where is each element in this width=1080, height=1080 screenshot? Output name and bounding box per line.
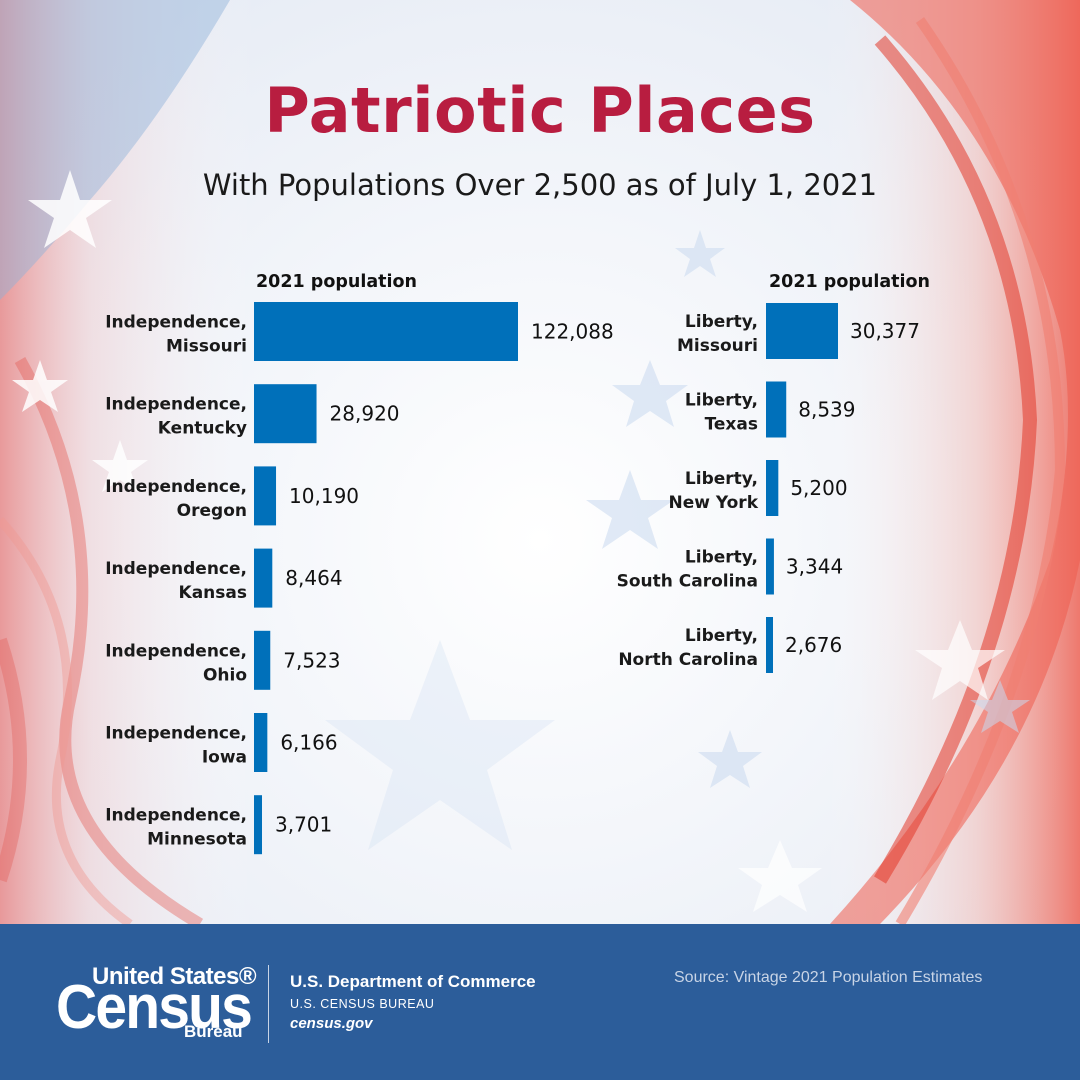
- bar: [766, 303, 838, 359]
- liberty-bar-chart: 2021 population Liberty, Missouri 30,377 Lib…: [617, 272, 930, 673]
- bar: [766, 381, 787, 438]
- category-label: Independence,: [105, 313, 247, 333]
- bar: [254, 384, 317, 444]
- department-name: U.S. Department of Commerce: [290, 972, 536, 991]
- bar: [766, 538, 774, 595]
- footer-bar: [0, 924, 1080, 1080]
- category-label: Independence,: [105, 395, 247, 415]
- bar: [766, 460, 779, 516]
- logo-line-united-states: United States®: [92, 963, 257, 990]
- category-label: North Carolina: [618, 650, 758, 670]
- category-label: Liberty,: [685, 312, 758, 332]
- category-label: Independence,: [105, 724, 247, 744]
- source-note: Source: Vintage 2021 Population Estimate…: [674, 969, 983, 986]
- category-label: Liberty,: [685, 469, 758, 489]
- logo-line-census: Census: [56, 973, 253, 1042]
- column-header: 2021 population: [256, 272, 417, 292]
- category-label: Liberty,: [685, 391, 758, 411]
- value-label: 10,190: [289, 484, 359, 508]
- independence-bar-chart: 2021 population Independence, Missouri 122,…: [105, 272, 614, 855]
- category-label: Independence,: [105, 806, 247, 826]
- category-label: New York: [669, 493, 759, 513]
- category-label: Iowa: [202, 748, 247, 768]
- category-label: Independence,: [105, 641, 247, 661]
- category-label: Kansas: [179, 583, 247, 603]
- value-label: 3,701: [275, 813, 332, 837]
- bar: [254, 302, 518, 361]
- bureau-name: U.S. CENSUS BUREAU: [290, 997, 435, 1011]
- value-label: 5,200: [790, 476, 847, 500]
- value-label: 3,344: [786, 555, 843, 579]
- chart-title: Patriotic Places: [264, 74, 816, 147]
- bar: [254, 548, 273, 608]
- category-label: Minnesota: [147, 830, 247, 850]
- category-label: Independence,: [105, 559, 247, 579]
- category-label: Texas: [705, 415, 758, 435]
- bar: [766, 617, 773, 673]
- category-label: Independence,: [105, 477, 247, 497]
- category-label: Oregon: [177, 501, 247, 521]
- category-label: South Carolina: [617, 572, 758, 592]
- footer-divider: [268, 965, 269, 1043]
- value-label: 28,920: [330, 402, 400, 426]
- bar: [254, 630, 271, 690]
- bar: [254, 713, 268, 772]
- column-header: 2021 population: [769, 272, 930, 292]
- logo-line-bureau: Bureau: [184, 1022, 243, 1041]
- category-label: Liberty,: [685, 626, 758, 646]
- category-label: Kentucky: [158, 419, 247, 439]
- value-label: 6,166: [280, 731, 337, 755]
- value-label: 30,377: [850, 319, 920, 343]
- category-label: Missouri: [677, 336, 758, 356]
- chart-subtitle: With Populations Over 2,500 as of July 1…: [202, 168, 878, 202]
- website-link[interactable]: census.gov: [290, 1015, 373, 1032]
- value-label: 8,464: [285, 566, 342, 590]
- value-label: 2,676: [785, 633, 842, 657]
- category-label: Missouri: [166, 337, 247, 357]
- value-label: 7,523: [283, 648, 340, 672]
- bar: [254, 795, 263, 855]
- value-label: 8,539: [798, 398, 855, 422]
- category-label: Ohio: [203, 665, 247, 685]
- category-label: Liberty,: [685, 548, 758, 568]
- bar: [254, 466, 277, 526]
- value-label: 122,088: [531, 320, 614, 344]
